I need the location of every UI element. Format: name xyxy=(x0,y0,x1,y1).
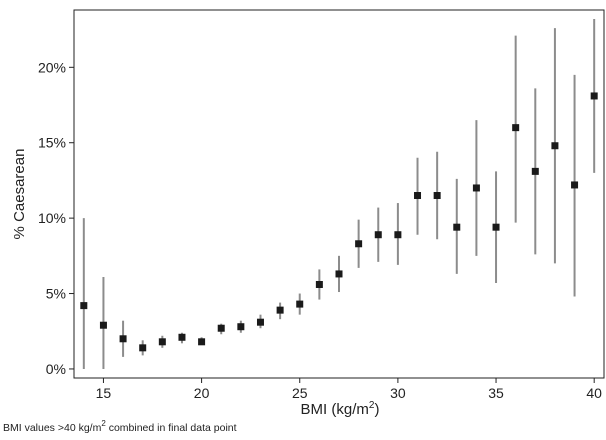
y-axis-title: % Caesarean xyxy=(11,149,28,240)
footnote-suffix: combined in final data point xyxy=(106,422,237,434)
data-point xyxy=(394,231,401,238)
data-point xyxy=(198,338,205,345)
data-point xyxy=(532,168,539,175)
data-point xyxy=(218,325,225,332)
x-axis-title-suffix: ) xyxy=(374,401,379,418)
data-point xyxy=(139,344,146,351)
data-point xyxy=(414,192,421,199)
y-tick-label: 0% xyxy=(46,361,66,377)
data-point xyxy=(178,334,185,341)
footnote-main: BMI values >40 kg/m xyxy=(3,422,102,434)
data-point xyxy=(80,302,87,309)
data-point xyxy=(336,270,343,277)
data-point xyxy=(120,335,127,342)
x-axis-title: BMI (kg/m2) xyxy=(301,400,380,418)
x-axis-ticks: 15 20 25 30 35 40 xyxy=(96,378,603,401)
x-tick-label: 30 xyxy=(390,385,406,401)
data-point xyxy=(493,224,500,231)
y-tick-label: 15% xyxy=(38,135,66,151)
x-tick-label: 35 xyxy=(488,385,504,401)
plot-frame xyxy=(74,10,604,378)
data-point xyxy=(551,142,558,149)
y-tick-label: 20% xyxy=(38,59,66,75)
data-point xyxy=(375,231,382,238)
data-point xyxy=(355,240,362,247)
error-bars xyxy=(84,19,594,369)
data-point xyxy=(296,301,303,308)
y-tick-label: 5% xyxy=(46,286,66,302)
x-tick-label: 15 xyxy=(96,385,112,401)
x-tick-label: 40 xyxy=(586,385,602,401)
data-point xyxy=(512,124,519,131)
y-axis-ticks: 0% 5% 10% 15% 20% xyxy=(38,59,74,377)
data-point xyxy=(591,92,598,99)
x-tick-label: 25 xyxy=(292,385,308,401)
data-point xyxy=(257,319,264,326)
data-point xyxy=(277,307,284,314)
x-axis-title-main: BMI (kg/m xyxy=(301,401,369,418)
data-point xyxy=(473,184,480,191)
data-point xyxy=(316,281,323,288)
y-tick-label: 10% xyxy=(38,210,66,226)
data-point xyxy=(159,338,166,345)
data-markers xyxy=(80,92,597,351)
data-point xyxy=(571,181,578,188)
data-point xyxy=(237,323,244,330)
data-point xyxy=(453,224,460,231)
data-point xyxy=(100,322,107,329)
x-tick-label: 20 xyxy=(194,385,210,401)
footnote: BMI values >40 kg/m2 combined in final d… xyxy=(3,419,237,434)
data-point xyxy=(434,192,441,199)
